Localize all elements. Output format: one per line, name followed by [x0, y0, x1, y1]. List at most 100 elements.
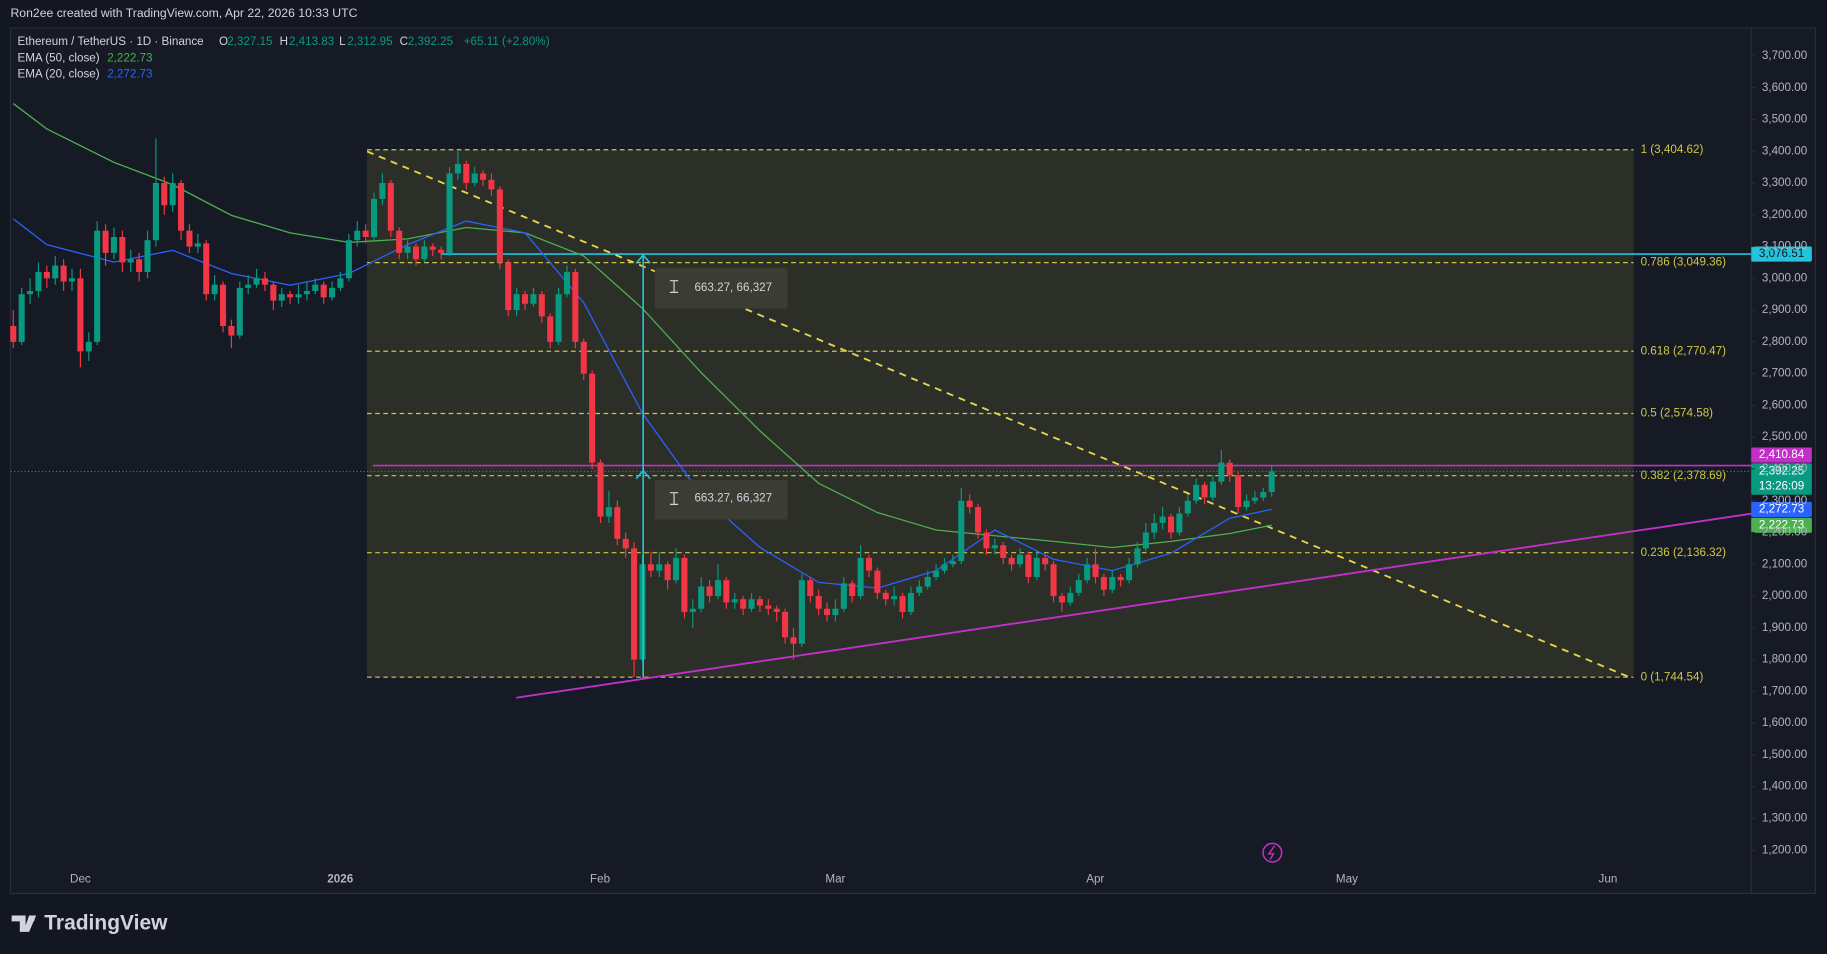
candle-body — [429, 246, 436, 250]
candle-body — [245, 284, 252, 288]
descending-trendline — [366, 150, 1632, 679]
candle-body — [253, 278, 260, 285]
candle-body — [480, 173, 487, 180]
y-tick-label: 1,900.00 — [1762, 621, 1808, 634]
ohlc-value: 2,413.83 — [289, 35, 334, 48]
y-tick-label: 2,000.00 — [1762, 589, 1808, 602]
candle-body — [689, 608, 696, 612]
candle-body — [622, 538, 629, 549]
candle-body — [647, 564, 654, 571]
candle-body — [127, 259, 134, 263]
y-tick-label: 2,100.00 — [1762, 557, 1808, 570]
y-tick-label: 1,600.00 — [1762, 716, 1808, 729]
candle-body — [1067, 592, 1074, 603]
candle-body — [681, 557, 688, 612]
candle-body — [748, 599, 755, 609]
candle-body — [1218, 462, 1225, 482]
candle-body — [1109, 576, 1116, 590]
drawings — [366, 150, 1752, 699]
candle-body — [505, 262, 512, 311]
candle-body — [899, 596, 906, 612]
candle-body — [1008, 557, 1015, 565]
credit: Ron2ee created with TradingView.com, Apr… — [10, 6, 357, 20]
candle-body — [580, 341, 587, 374]
measure-icon — [669, 492, 679, 505]
overlay-layer: 663.27, 66,327 663.27, 66,327 3,076.51 2,… — [635, 246, 1812, 863]
candle-body — [136, 259, 143, 272]
y-tick-label: 1,200.00 — [1762, 843, 1808, 856]
candle-body — [85, 341, 92, 352]
candle-body — [706, 586, 713, 597]
candle-body — [345, 240, 352, 279]
fib-label: 0.236 (2,136.32) — [1641, 546, 1727, 559]
candle-body — [849, 583, 856, 597]
fib-label: 0.382 (2,378.69) — [1641, 469, 1727, 482]
x-tick-label: Jun — [1599, 873, 1618, 886]
candle-body — [916, 586, 923, 593]
fib-layer: 1 (3,404.62) 0.786 (3,049.36) 0.618 (2,770… — [10, 143, 1752, 683]
candle-body — [446, 173, 453, 253]
candle-body — [530, 294, 537, 304]
ohlc-key: L — [339, 35, 346, 48]
candle-body — [941, 564, 948, 571]
y-tick-label: 1,500.00 — [1762, 748, 1808, 761]
candle-body — [161, 183, 168, 206]
candle-body — [765, 605, 772, 609]
price-badge — [1751, 447, 1812, 463]
candle-body — [807, 580, 814, 597]
y-tick-label: 1,400.00 — [1762, 780, 1808, 793]
fib-label: 0.5 (2,574.58) — [1641, 407, 1714, 420]
symbol-title: Ethereum / TetherUS · 1D · Binance — [17, 35, 203, 48]
candle-body — [891, 596, 898, 600]
candle-body — [1235, 475, 1242, 508]
y-tick-label: 2,700.00 — [1762, 367, 1808, 380]
candle-body — [77, 278, 84, 352]
candle-body — [723, 580, 730, 603]
candle-body — [1201, 484, 1208, 498]
candle-body — [731, 599, 738, 603]
candle-body — [1184, 500, 1191, 514]
x-tick-label: May — [1336, 873, 1358, 886]
candle-body — [958, 500, 965, 562]
legend-value: 2,222.73 — [107, 51, 152, 64]
fib-label: 0 (1,744.54) — [1641, 670, 1704, 683]
candle-body — [152, 183, 159, 241]
candle-body — [303, 291, 310, 295]
candle-body — [714, 580, 722, 597]
price-badge — [1751, 517, 1812, 533]
candle-body — [1151, 522, 1158, 533]
candle-body — [597, 462, 604, 517]
candle-body — [563, 271, 571, 295]
fib-label: 0.618 (2,770.47) — [1641, 344, 1727, 357]
measure-label: 663.27, 66,327 — [694, 281, 772, 294]
candle-body — [421, 246, 428, 260]
candle-body — [463, 163, 470, 184]
plot-area — [9, 27, 1816, 895]
y-tick-label: 2,500.00 — [1762, 430, 1808, 443]
ohlc-key: O — [219, 35, 228, 48]
price-badge-label: 2,410.84 — [1759, 448, 1805, 461]
candle-body — [949, 561, 956, 565]
candle-body — [907, 592, 914, 612]
candle-body — [68, 278, 76, 282]
candle-body — [1042, 557, 1049, 565]
measure-arrows — [635, 253, 651, 480]
candle-body — [194, 243, 201, 247]
candle-body — [1142, 532, 1149, 549]
candle-body — [1025, 554, 1032, 577]
ohlc-value: 2,327.15 — [227, 35, 272, 48]
measure-box — [654, 267, 788, 309]
candle-body — [287, 294, 294, 298]
candle-body — [18, 294, 25, 342]
y-tick-label: 1,800.00 — [1762, 653, 1808, 666]
candle-body — [471, 173, 478, 184]
ohlc-value: 2,392.25 — [408, 35, 453, 48]
candle-body — [320, 284, 327, 298]
candle-body — [874, 570, 881, 593]
candle-body — [1209, 481, 1216, 498]
candle-body — [865, 557, 873, 571]
y-tick-label: 3,000.00 — [1762, 271, 1808, 284]
candle-body — [522, 294, 529, 304]
candle-body — [94, 230, 101, 342]
